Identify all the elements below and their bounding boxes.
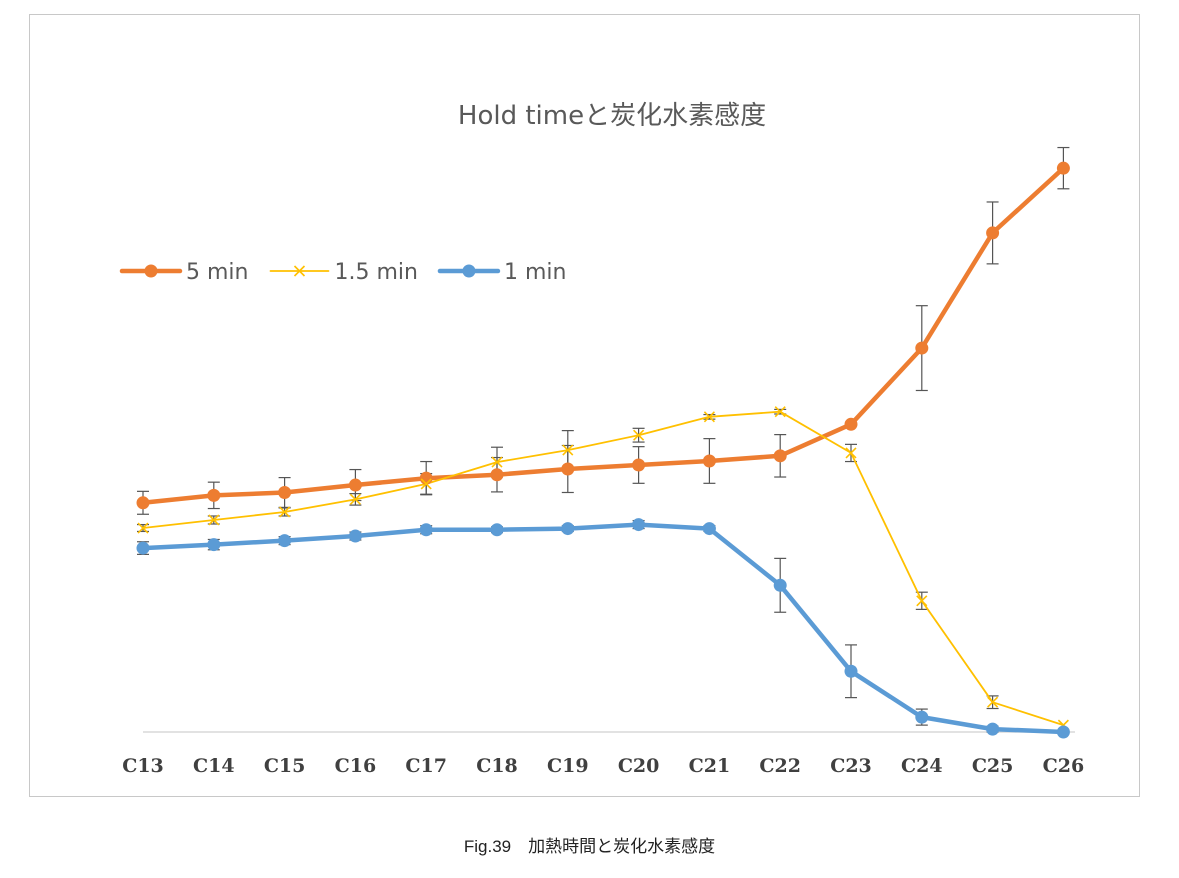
- x-tick-label: C13: [122, 755, 164, 777]
- data-point-0: [1056, 161, 1070, 175]
- legend-item: 5 min: [119, 260, 248, 285]
- data-point-2: [632, 518, 646, 532]
- legend-marker: [293, 265, 306, 277]
- series-line-2: [140, 522, 1066, 735]
- x-tick-label: C24: [901, 755, 943, 777]
- data-point-2: [490, 523, 504, 537]
- series-lines: [140, 165, 1066, 735]
- data-point-0: [561, 462, 575, 476]
- x-tick-label: C22: [759, 755, 801, 777]
- data-point-0: [632, 458, 646, 472]
- x-tick-label: C15: [264, 755, 306, 777]
- data-point-1: [279, 506, 291, 518]
- legend-label: 1 min: [504, 260, 566, 285]
- x-tick-label: C21: [689, 755, 731, 777]
- data-point-0: [702, 454, 716, 468]
- data-point-2: [348, 529, 362, 543]
- x-axis-ticks: C13 C14 C15 C16 C17 C18 C19 C20 C21 C22 C23 C24 C25 C…: [122, 755, 1084, 777]
- data-point-0: [419, 471, 433, 485]
- data-point-1: [774, 406, 786, 418]
- data-point-2: [207, 538, 221, 552]
- legend-marker: [462, 264, 476, 278]
- data-point-1: [916, 595, 928, 607]
- legend-label: 5 min: [186, 260, 248, 285]
- data-point-1: [349, 493, 361, 505]
- data-point-2: [844, 664, 858, 678]
- series-markers: [136, 161, 1070, 739]
- legend-marker: [144, 264, 158, 278]
- chart-title: Hold timeと炭化水素感度: [458, 101, 766, 131]
- data-point-0: [844, 417, 858, 431]
- data-point-2: [419, 523, 433, 537]
- data-point-0: [490, 468, 504, 482]
- x-tick-label: C25: [972, 755, 1014, 777]
- legend-item: 1.5 min: [269, 260, 418, 285]
- data-point-1: [987, 696, 999, 708]
- data-point-2: [773, 578, 787, 592]
- data-point-2: [1056, 725, 1070, 739]
- data-point-2: [986, 722, 1000, 736]
- x-tick-label: C26: [1043, 755, 1085, 777]
- data-point-0: [278, 485, 292, 499]
- data-point-1: [420, 478, 432, 490]
- data-point-0: [348, 478, 362, 492]
- data-point-2: [278, 534, 292, 548]
- legend-item: 1 min: [437, 260, 566, 285]
- x-tick-label: C17: [405, 755, 447, 777]
- x-tick-label: C16: [335, 755, 377, 777]
- data-point-2: [561, 522, 575, 536]
- data-point-2: [136, 541, 150, 555]
- data-point-0: [136, 496, 150, 510]
- data-point-1: [491, 456, 503, 468]
- data-point-1: [562, 444, 574, 456]
- chart-area: Hold timeと炭化水素感度 5 min 1.5 min 1 min C13 C1…: [29, 14, 1140, 797]
- x-tick-label: C20: [618, 755, 660, 777]
- error-bars: [137, 146, 1070, 735]
- x-tick-label: C19: [547, 755, 589, 777]
- data-point-2: [915, 710, 929, 724]
- line-chart: Hold timeと炭化水素感度 5 min 1.5 min 1 min C13 C1…: [119, 101, 1084, 777]
- x-tick-label: C18: [476, 755, 518, 777]
- data-point-1: [137, 522, 149, 534]
- data-point-0: [207, 488, 221, 502]
- data-point-2: [702, 522, 716, 536]
- series-line-0: [140, 165, 1066, 506]
- data-point-1: [703, 411, 715, 423]
- data-point-1: [208, 514, 220, 526]
- x-tick-label: C23: [830, 755, 872, 777]
- figure-caption: Fig.39 加熱時間と炭化水素感度: [463, 837, 716, 856]
- data-point-1: [845, 447, 857, 459]
- data-point-0: [986, 226, 1000, 240]
- data-point-1: [633, 429, 645, 441]
- legend: 5 min 1.5 min 1 min: [119, 260, 566, 285]
- x-tick-label: C14: [193, 755, 235, 777]
- data-point-0: [915, 341, 929, 355]
- data-point-0: [773, 449, 787, 463]
- series-line-1: [142, 410, 1065, 726]
- legend-label: 1.5 min: [334, 260, 417, 285]
